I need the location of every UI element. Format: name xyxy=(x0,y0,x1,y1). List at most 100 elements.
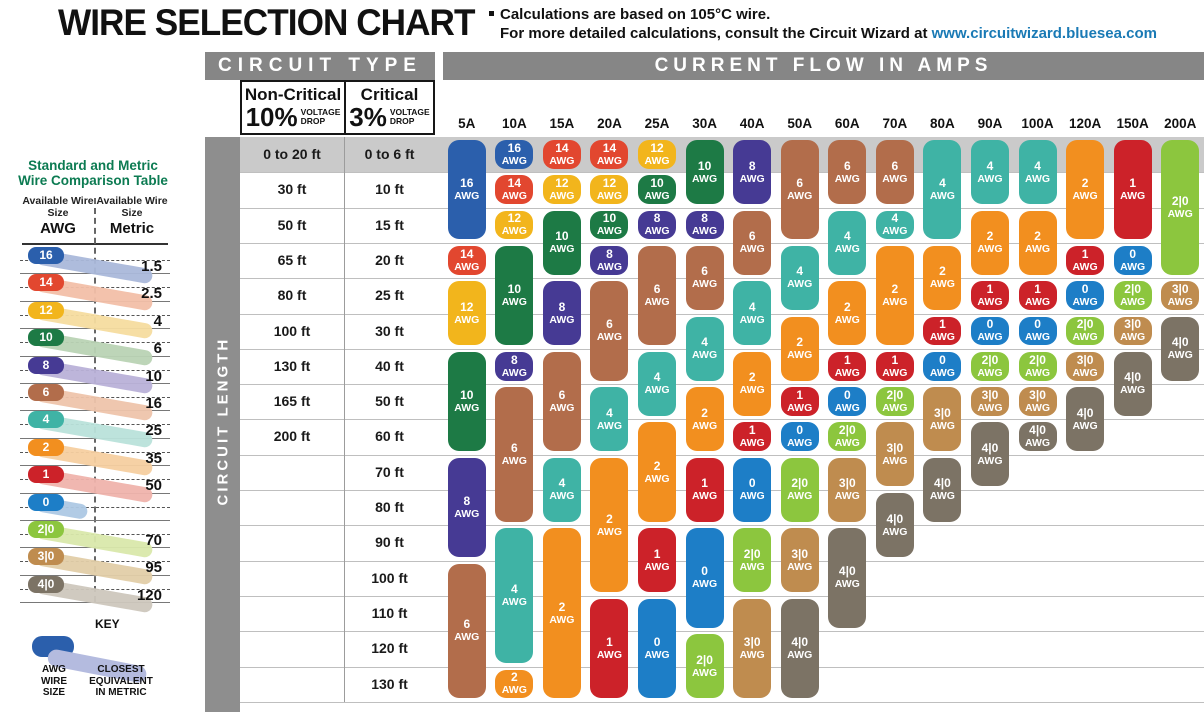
amp-column-label: 150A xyxy=(1116,116,1149,131)
length-cell-critical: 0 to 6 ft xyxy=(364,146,415,162)
wire-pill-70A-2: 2 AWG xyxy=(875,245,914,346)
amp-column-label: 25A xyxy=(644,116,670,131)
length-cell-critical: 15 ft xyxy=(375,216,404,233)
wire-pill-60A-300: 3|0 AWG xyxy=(828,457,867,522)
wire-pill-5A-16: 16 AWG xyxy=(447,140,486,240)
wire-pill-25A-2: 2 AWG xyxy=(638,422,677,522)
voltage-drop-label: VOLTAGE DROP xyxy=(389,107,430,126)
voltage-drop-label: VOLTAGE DROP xyxy=(300,107,341,126)
wire-pill-80A-4: 4 AWG xyxy=(923,140,962,240)
metric-size-value: 35 xyxy=(145,449,162,467)
wire-pill-40A-300: 3|0 AWG xyxy=(733,598,772,699)
metric-size-value: 120 xyxy=(136,586,162,604)
wire-pill-20A-1: 1 AWG xyxy=(590,598,629,699)
amp-column-label: 10A xyxy=(501,116,527,131)
wire-pill-50A-300: 3|0 AWG xyxy=(780,528,819,593)
wire-pill-15A-2: 2 AWG xyxy=(542,528,581,699)
wire-pill-60A-4: 4 AWG xyxy=(828,210,867,275)
length-cell-critical: 10 ft xyxy=(375,181,404,198)
wire-pill-60A-200: 2|0 AWG xyxy=(828,422,867,452)
length-cell-critical: 120 ft xyxy=(371,640,408,657)
amp-column-label: 70A xyxy=(882,116,908,131)
metric-size-value: 6 xyxy=(153,340,162,358)
wire-pill-200A-400: 4|0 AWG xyxy=(1161,316,1200,381)
length-cell-critical: 110 ft xyxy=(371,604,408,621)
wire-pill-30A-4: 4 AWG xyxy=(685,316,724,381)
wire-pill-90A-1: 1 AWG xyxy=(970,281,1009,310)
note-line-1: Calculations are based on 105°C wire. xyxy=(489,6,770,23)
length-cell-non-critical: 30 ft xyxy=(277,181,307,198)
wire-pill-100A-4: 4 AWG xyxy=(1018,140,1057,205)
metric-size-value: 4 xyxy=(153,312,162,330)
awg-size-badge: 0 xyxy=(28,493,64,511)
wire-comparison-row: 4 25 xyxy=(20,411,170,449)
row-gridline xyxy=(240,242,1204,244)
amp-column-label: 90A xyxy=(977,116,1003,131)
wire-pill-70A-200: 2|0 AWG xyxy=(875,387,914,416)
metric-size-value: 10 xyxy=(145,367,162,385)
bullet-icon xyxy=(489,11,494,16)
metric-size-value: 50 xyxy=(145,477,162,495)
wire-pill-90A-300: 3|0 AWG xyxy=(970,387,1009,416)
wire-pill-5A-8: 8 AWG xyxy=(447,457,486,558)
metric-column-sub: Metric xyxy=(109,220,155,237)
circuit-wizard-link[interactable]: www.circuitwizard.bluesea.com xyxy=(931,25,1157,42)
wire-pill-100A-1: 1 AWG xyxy=(1018,281,1057,310)
wire-pill-50A-0: 0 AWG xyxy=(780,422,819,452)
amp-column-label: 200A xyxy=(1164,116,1197,131)
awg-column-header: Available Wire Size xyxy=(22,195,94,219)
wire-pill-30A-2: 2 AWG xyxy=(685,387,724,452)
wire-pill-150A-0: 0 AWG xyxy=(1113,245,1152,275)
key-metric-caption: CLOSEST EQUIVALENT IN METRIC xyxy=(89,664,153,698)
amp-column-label: 60A xyxy=(834,116,860,131)
wire-pill-20A-4: 4 AWG xyxy=(590,387,629,452)
amp-column-label: 100A xyxy=(1021,116,1054,131)
wire-pill-25A-4: 4 AWG xyxy=(638,351,677,416)
wire-comparison-row: 1 50 xyxy=(20,466,170,504)
length-cell-critical: 70 ft xyxy=(375,463,404,480)
wire-comparison-row: 10 6 xyxy=(20,329,170,367)
wire-comparison-row: 14 2.5 xyxy=(20,274,170,312)
wire-pill-60A-2: 2 AWG xyxy=(828,281,867,346)
amp-column-label: 30A xyxy=(692,116,717,131)
awg-size-badge: 14 xyxy=(28,274,64,292)
length-cell-non-critical: 130 ft xyxy=(273,357,311,374)
awg-size-badge: 4|0 xyxy=(28,575,64,593)
length-cell-critical: 130 ft xyxy=(371,675,408,692)
wire-pill-90A-0: 0 AWG xyxy=(970,316,1009,346)
wire-pill-5A-10: 10 AWG xyxy=(447,351,486,452)
wire-comparison-row: 2 35 xyxy=(20,438,170,477)
awg-size-badge: 4 xyxy=(28,411,64,429)
wire-pill-50A-6: 6 AWG xyxy=(780,140,819,240)
wire-pill-15A-14: 14 AWG xyxy=(542,140,581,169)
row-gridline xyxy=(240,313,1204,315)
row-gridline xyxy=(240,207,1204,209)
wire-pill-40A-4: 4 AWG xyxy=(733,281,772,346)
length-cell-critical: 60 ft xyxy=(375,428,404,445)
wire-pill-120A-300: 3|0 AWG xyxy=(1066,351,1105,381)
wire-pill-15A-4: 4 AWG xyxy=(542,457,581,522)
wire-comparison-row: 16 1.5 xyxy=(20,247,170,285)
wire-pill-60A-400: 4|0 AWG xyxy=(828,528,867,628)
wire-pill-60A-1: 1 AWG xyxy=(828,351,867,381)
amp-column-label: 15A xyxy=(549,116,575,131)
wire-pill-80A-300: 3|0 AWG xyxy=(923,387,962,452)
metric-size-value: 25 xyxy=(145,422,162,440)
length-cell-critical: 25 ft xyxy=(375,287,404,304)
wire-pill-60A-6: 6 AWG xyxy=(828,140,867,205)
length-cell-non-critical: 50 ft xyxy=(277,216,307,233)
wire-pill-30A-10: 10 AWG xyxy=(685,140,724,205)
wire-pill-30A-8: 8 AWG xyxy=(685,210,724,240)
length-cell-critical: 30 ft xyxy=(375,322,404,339)
wire-pill-80A-2: 2 AWG xyxy=(923,245,962,310)
wire-comparison-row: 3|0 95 xyxy=(20,548,170,586)
wire-pill-80A-400: 4|0 AWG xyxy=(923,457,962,522)
metric-size-value: 2.5 xyxy=(141,285,162,303)
wire-pill-80A-1: 1 AWG xyxy=(923,316,962,346)
length-cell-critical: 100 ft xyxy=(371,569,408,586)
length-cell-critical: 80 ft xyxy=(375,499,404,515)
awg-size-badge: 6 xyxy=(28,384,64,401)
wire-pill-90A-200: 2|0 AWG xyxy=(970,351,1009,381)
wire-pill-200A-200: 2|0 AWG xyxy=(1161,140,1200,275)
awg-size-badge: 2 xyxy=(28,438,64,456)
